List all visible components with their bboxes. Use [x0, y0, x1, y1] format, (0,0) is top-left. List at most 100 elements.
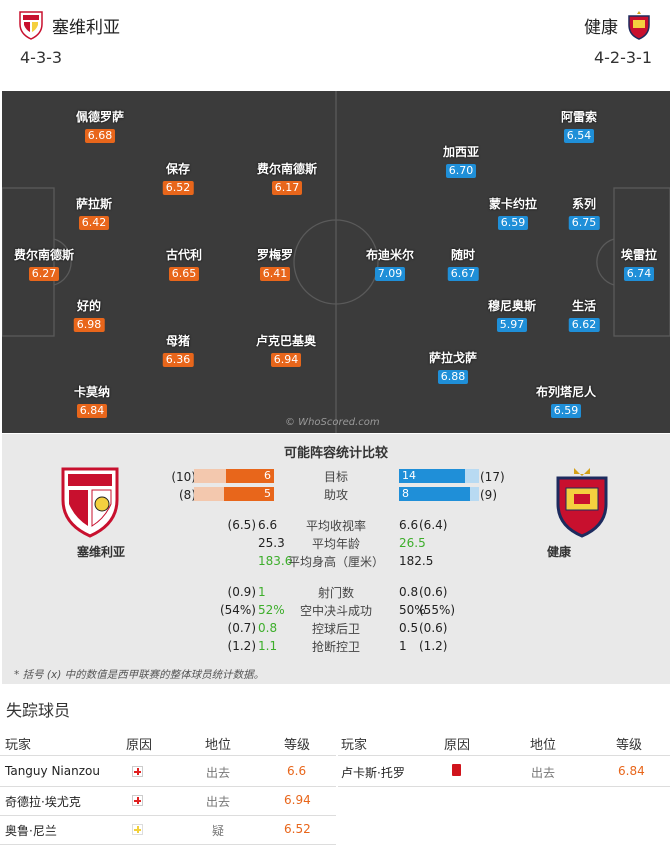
home-player[interactable]: 母猪 6.36: [162, 334, 194, 367]
doubtful-icon: [132, 824, 143, 835]
missing-player-name[interactable]: 奇德拉·埃尤克: [5, 795, 81, 809]
table-row[interactable]: Tanguy Nianzou 出去 6.6: [0, 757, 336, 785]
player-name: 卡莫纳: [73, 385, 111, 399]
home-player[interactable]: 费尔南德斯 6.17: [257, 162, 317, 195]
home-player[interactable]: 佩德罗萨 6.68: [76, 110, 124, 143]
whoscored-watermark: © WhoScored.com: [285, 417, 380, 428]
player-rating: 6.36: [162, 353, 194, 367]
table-row[interactable]: 奥鲁·尼兰 疑 6.52: [0, 815, 336, 843]
player-rating: 6.75: [568, 216, 600, 230]
home-team-header[interactable]: 塞维利亚: [18, 10, 120, 40]
home-stat-value: 0.8: [258, 621, 278, 635]
player-rating: 6.62: [568, 318, 600, 332]
home-goals-fill: [226, 469, 274, 483]
osasuna-crest-icon: [556, 468, 608, 538]
comparison-title: 可能阵容统计比较: [283, 446, 388, 461]
home-stat-value: 6.6: [258, 518, 278, 532]
col-grade: 等级: [616, 738, 643, 753]
away-stat-value: 50%: [399, 603, 426, 617]
col-player: 玩家: [341, 738, 368, 753]
away-player[interactable]: 埃雷拉 6.74: [621, 248, 657, 281]
home-stat-value: 25.3: [258, 536, 285, 550]
stat-label: 控球后卫: [311, 622, 360, 636]
player-rating: 6.70: [445, 164, 477, 178]
table-row[interactable]: 奇德拉·埃尤克 出去 6.94: [0, 786, 336, 814]
player-rating: 7.09: [374, 267, 406, 281]
away-team-caption: 健康: [547, 545, 572, 559]
away-player[interactable]: 加西亚 6.70: [443, 145, 479, 178]
away-player[interactable]: 萨拉戈萨 6.88: [429, 351, 477, 384]
away-stat-value: 182.5: [399, 554, 434, 568]
home-team-caption: 塞维利亚: [77, 545, 126, 559]
player-rating: 6.68: [84, 129, 116, 143]
player-name: 埃雷拉: [620, 248, 658, 262]
home-player[interactable]: 卡莫纳 6.84: [74, 385, 110, 418]
pitch: 佩德罗萨 6.68 萨拉斯 6.42 费尔南德斯 6.27 好的 6.98 卡莫…: [2, 91, 670, 433]
missing-grade: 6.84: [618, 764, 645, 778]
player-name: 古代利: [165, 248, 203, 262]
home-player[interactable]: 罗梅罗 6.41: [257, 248, 293, 281]
home-goals-value: 6: [264, 469, 271, 482]
away-team-header[interactable]: 健康: [584, 10, 652, 40]
lineup-comparison: 可能阵容统计比较 塞维利亚 健康 (10) 6 目标 14 (17) (8) 5…: [2, 434, 670, 684]
stat-label: 平均身高（厘米）: [287, 555, 384, 569]
home-assists-fill: [224, 487, 274, 501]
away-player[interactable]: 穆尼奥斯 5.97: [488, 299, 536, 332]
away-league-avg: (6.4): [419, 518, 448, 532]
player-rating: 6.42: [78, 216, 110, 230]
away-goals-value: 14: [402, 469, 416, 482]
missing-grade: 6.6: [287, 764, 307, 778]
col-reason: 原因: [444, 738, 471, 753]
away-stat-value: 6.6: [399, 518, 419, 532]
home-player[interactable]: 费尔南德斯 6.27: [14, 248, 74, 281]
home-player[interactable]: 古代利 6.65: [166, 248, 202, 281]
divider: [0, 755, 336, 756]
missing-player-name[interactable]: Tanguy Nianzou: [5, 764, 100, 778]
away-player[interactable]: 系列 6.75: [568, 197, 600, 230]
home-stat-value: 1.1: [258, 639, 278, 653]
missing-player-name[interactable]: 卢卡斯·托罗: [341, 766, 405, 780]
table-row[interactable]: 卢卡斯·托罗 出去 6.84: [336, 757, 670, 785]
away-player[interactable]: 蒙卡约拉 6.59: [489, 197, 537, 230]
footnote: * 括号 (x) 中的数值是西甲联赛的整体球员统计数据。: [14, 669, 265, 681]
away-assists-bar: 8: [399, 487, 479, 501]
player-rating: 6.27: [28, 267, 60, 281]
home-player[interactable]: 保存 6.52: [162, 162, 194, 195]
away-player[interactable]: 随时 6.67: [447, 248, 479, 281]
player-name: 系列: [571, 197, 596, 211]
home-league-avg: (1.2): [227, 639, 256, 653]
match-header: 塞维利亚 4-3-3 健康 4-2-3-1: [0, 0, 670, 90]
stat-label: 平均收视率: [305, 519, 366, 533]
divider: [338, 755, 670, 756]
divider: [338, 786, 670, 787]
sevilla-crest-icon: [61, 467, 119, 538]
away-league-avg: (0.6): [419, 621, 448, 635]
player-name: 罗梅罗: [256, 248, 294, 262]
away-player[interactable]: 布迪米尔 7.09: [366, 248, 414, 281]
home-league-avg: (0.9): [227, 585, 256, 599]
away-assists-value: 8: [402, 487, 409, 500]
player-rating: 6.54: [563, 129, 595, 143]
stat-label: 抢断控卫: [311, 640, 360, 654]
red-card-icon: [452, 764, 461, 776]
col-reason: 原因: [126, 738, 153, 753]
away-stat-value: 1: [399, 639, 407, 653]
col-position: 地位: [205, 738, 232, 753]
away-goals-avg: (17): [480, 470, 505, 484]
stat-label: 射门数: [317, 586, 354, 600]
stat-label: 平均年龄: [311, 537, 360, 551]
home-player[interactable]: 萨拉斯 6.42: [76, 197, 112, 230]
away-player[interactable]: 阿雷索 6.54: [561, 110, 597, 143]
player-rating: 6.94: [270, 353, 302, 367]
away-player[interactable]: 布列塔尼人 6.59: [536, 385, 596, 418]
player-name: 加西亚: [442, 145, 480, 159]
osasuna-crest-icon: [628, 11, 650, 40]
pitch-lines: [2, 91, 670, 433]
away-player[interactable]: 生活 6.62: [568, 299, 600, 332]
home-player[interactable]: 好的 6.98: [73, 299, 105, 332]
player-name: 萨拉斯: [75, 197, 113, 211]
player-name: 母猪: [165, 334, 190, 348]
away-goals-bar: 14: [399, 469, 479, 483]
home-player[interactable]: 卢克巴基奥 6.94: [256, 334, 316, 367]
missing-player-name[interactable]: 奥鲁·尼兰: [5, 824, 57, 838]
